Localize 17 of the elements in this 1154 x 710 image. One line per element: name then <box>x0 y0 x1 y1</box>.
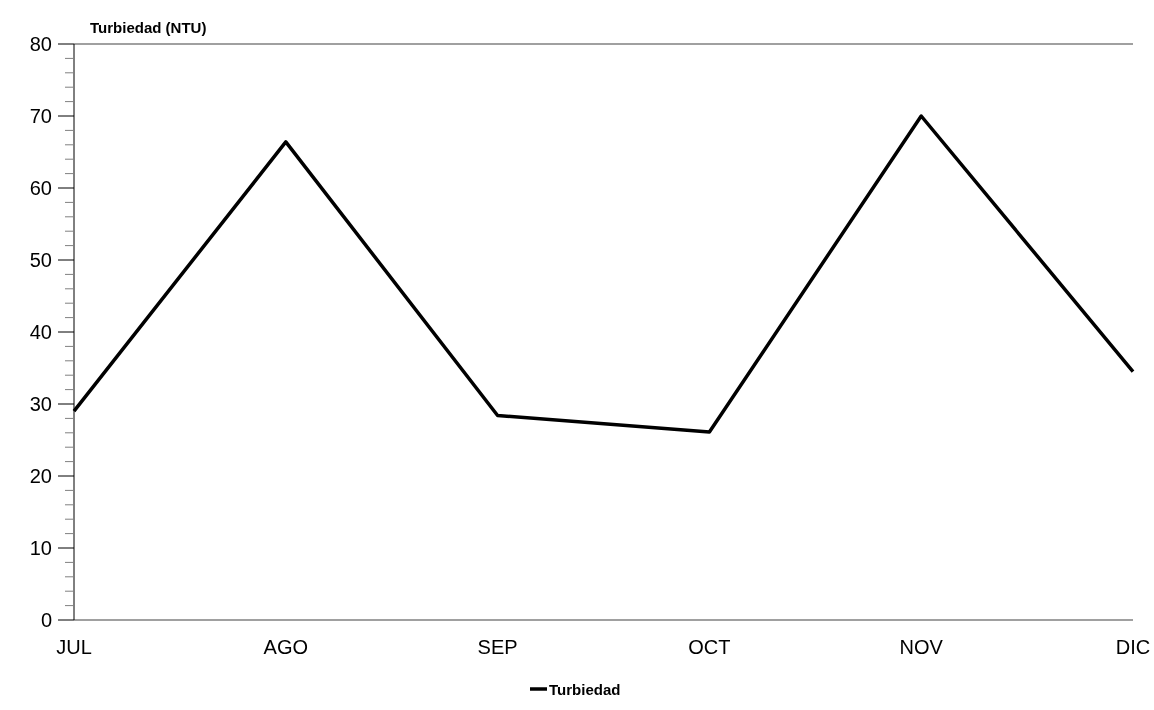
y-tick-label: 50 <box>29 249 52 271</box>
x-tick-label: NOV <box>899 636 944 658</box>
y-tick-label: 70 <box>29 105 52 127</box>
x-tick-label: DIC <box>1115 636 1151 658</box>
y-tick-label: 80 <box>29 33 52 55</box>
x-tick-label: SEP <box>477 636 518 658</box>
y-tick-label: 20 <box>29 465 52 487</box>
y-tick-label: 10 <box>29 537 52 559</box>
y-tick-label: 30 <box>29 393 52 415</box>
y-tick-label: 40 <box>29 321 52 343</box>
x-tick-label: OCT <box>688 636 731 658</box>
legend-label: Turbiedad <box>549 681 621 698</box>
y-tick-label: 0 <box>40 609 52 631</box>
y-axis-title: Turbiedad (NTU) <box>90 19 207 36</box>
y-tick-label: 60 <box>29 177 52 199</box>
x-tick-label: JUL <box>56 636 92 658</box>
x-tick-label: AGO <box>263 636 309 658</box>
